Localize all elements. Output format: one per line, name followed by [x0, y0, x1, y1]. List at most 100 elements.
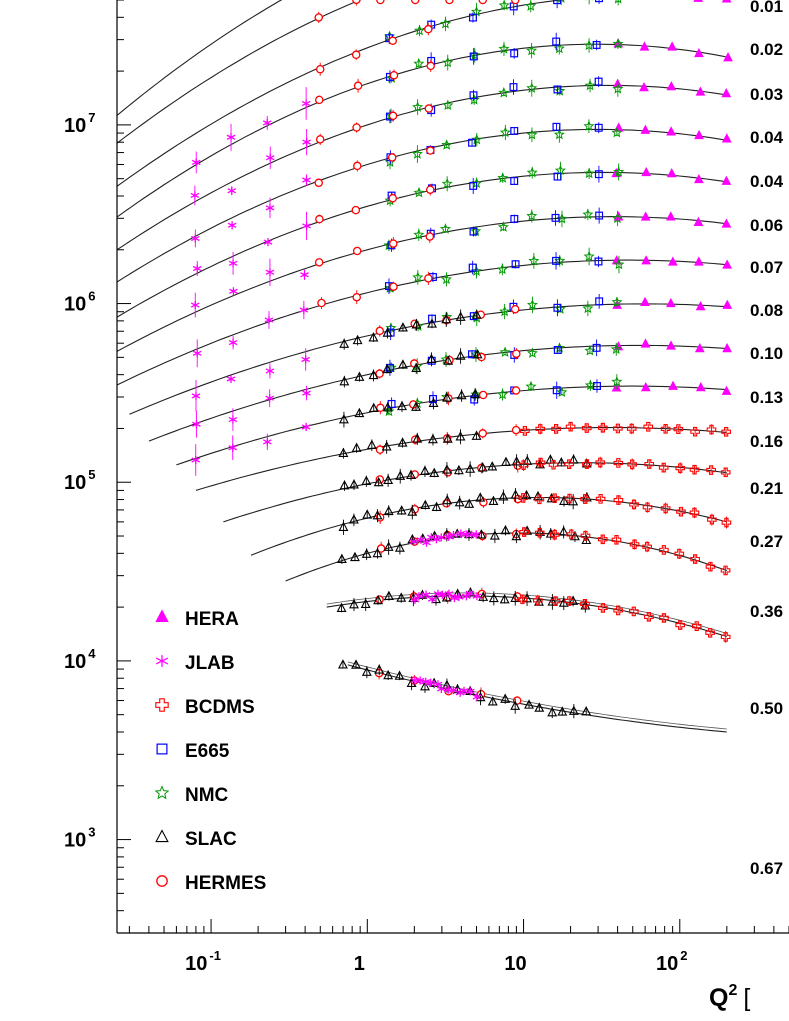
data-point-slac	[383, 669, 394, 680]
x-tick-exp-3: 2	[680, 948, 687, 963]
x-tick-label-1: 1	[354, 953, 365, 975]
data-point-nmc	[583, 120, 595, 131]
data-point-hera	[693, 216, 704, 227]
data-point-hermes	[389, 70, 399, 80]
data-point-slac	[373, 594, 384, 605]
data-point-slac	[546, 492, 557, 503]
data-point-slac	[381, 441, 392, 451]
data-point-slac	[488, 592, 499, 603]
data-point-bcdms	[613, 423, 623, 434]
data-point-slac	[500, 693, 511, 703]
data-point-jlab	[414, 592, 424, 601]
data-point-nmc	[613, 258, 625, 270]
data-point-slac	[557, 706, 568, 716]
data-point-slac	[510, 489, 521, 499]
data-point-bcdms	[629, 539, 640, 550]
data-point-bcdms	[705, 627, 715, 638]
data-point-e665	[509, 83, 518, 92]
data-point-hermes	[315, 64, 325, 74]
data-point-nmc	[611, 126, 623, 138]
data-point-hera	[723, 52, 733, 62]
data-point-hera	[694, 47, 704, 58]
data-point-hera	[721, 88, 732, 98]
data-point-bcdms	[520, 426, 530, 436]
data-point-hermes	[478, 390, 488, 400]
data-point-slac	[382, 363, 393, 374]
data-point-jlab	[465, 589, 475, 598]
data-point-e665	[469, 227, 478, 236]
data-points	[190, 0, 733, 719]
data-point-hera	[721, 175, 732, 185]
data-point-jlab	[227, 221, 237, 230]
data-point-slac	[498, 491, 509, 501]
data-point-nmc	[610, 343, 622, 354]
data-point-hermes	[387, 153, 397, 162]
data-point-hermes	[424, 274, 433, 283]
data-point-hera	[640, 338, 651, 348]
data-point-jlab	[422, 538, 431, 547]
data-point-e665	[551, 213, 560, 222]
data-point-nmc	[499, 346, 511, 357]
data-point-bcdms	[598, 422, 608, 433]
fit-curve-5	[117, 128, 727, 283]
data-point-slac	[443, 355, 454, 365]
data-point-bcdms	[517, 594, 528, 605]
data-point-slac	[533, 490, 543, 501]
data-point-hermes	[388, 36, 397, 45]
data-point-slac	[368, 332, 379, 342]
x-tick-label-2: 10	[504, 953, 526, 975]
data-point-hera	[694, 343, 705, 353]
data-point-slac	[352, 334, 363, 345]
data-point-e665	[594, 257, 603, 266]
y-tick-label-2: 10 5	[64, 467, 95, 494]
data-point-slac	[361, 548, 372, 558]
data-point-jlab	[265, 203, 275, 212]
x-bin-label-2: 0.03	[750, 85, 783, 104]
data-point-e665	[468, 13, 477, 22]
legend-marker-bcdms	[155, 698, 169, 712]
data-point-bcdms	[549, 493, 560, 504]
data-point-slac	[412, 433, 423, 443]
data-point-jlab	[302, 138, 311, 147]
y-tick-exp-3: 6	[88, 289, 95, 304]
fit-curve-12	[195, 427, 727, 491]
data-point-bcdms	[613, 605, 624, 616]
data-point-e665	[553, 172, 562, 181]
data-point-jlab	[262, 118, 272, 127]
data-point-bcdms	[643, 421, 654, 432]
data-point-jlab	[191, 158, 201, 167]
data-point-slac	[394, 670, 405, 680]
data-point-slac	[411, 401, 421, 411]
y-tick-exp-0: 3	[88, 825, 95, 840]
x-bin-label-11: 0.21	[750, 479, 783, 498]
data-point-hermes	[511, 425, 521, 435]
x-bin-label-9: 0.13	[750, 388, 783, 407]
data-point-slac	[511, 456, 522, 466]
fit-curve-2	[117, 0, 727, 187]
data-point-nmc	[442, 99, 454, 111]
data-point-hermes	[375, 369, 384, 378]
data-point-nmc	[611, 375, 623, 387]
x-bin-label-14: 0.50	[750, 699, 783, 718]
x-bin-label-10: 0.16	[750, 432, 783, 451]
legend-label-hermes: HERMES	[185, 873, 266, 894]
data-point-bcdms	[534, 494, 545, 505]
data-point-jlab	[415, 676, 425, 685]
data-point-nmc	[614, 0, 622, 4]
data-point-nmc	[412, 101, 424, 112]
data-point-e665	[468, 138, 477, 147]
data-point-slac	[348, 514, 359, 524]
legend-marker-nmc	[154, 785, 170, 800]
data-point-hermes	[512, 349, 521, 358]
data-point-bcdms	[595, 494, 606, 504]
data-point-slac	[558, 526, 569, 536]
data-point-bcdms	[613, 495, 624, 505]
data-point-slac	[534, 702, 545, 712]
data-point-e665	[592, 40, 601, 49]
data-point-bcdms	[548, 459, 559, 470]
data-point-slac	[395, 470, 406, 480]
data-point-e665	[593, 382, 601, 390]
data-point-nmc	[439, 223, 451, 234]
data-point-slac	[427, 318, 437, 328]
data-point-slac	[396, 592, 407, 602]
